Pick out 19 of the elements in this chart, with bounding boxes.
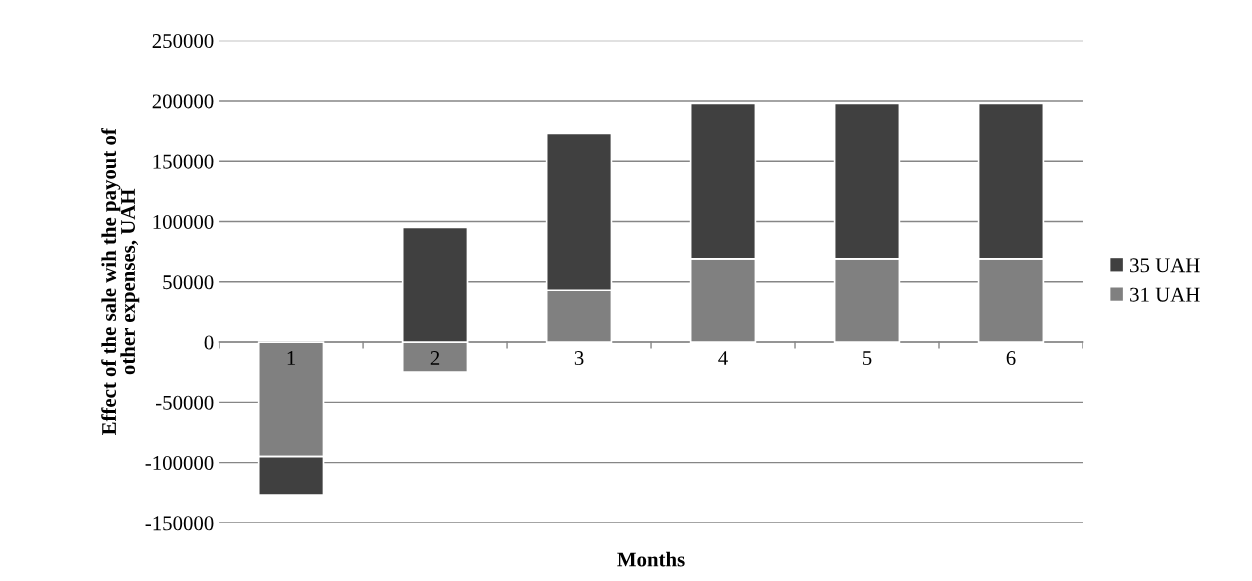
x-tick-label: 5	[863, 351, 872, 366]
y-tick-label: -50000	[155, 395, 214, 410]
y-tick-label: 200000	[152, 94, 214, 109]
y-tick-label: 150000	[153, 154, 214, 169]
legend-label: 31 UAH	[1130, 287, 1200, 302]
x-tick-label: 3	[574, 351, 584, 366]
x-tick-label: 1	[287, 351, 296, 365]
y-axis-title: Effect of the sale wih the payout of other expenses, UAH	[101, 127, 140, 436]
x-tick-label: 6	[1006, 351, 1016, 366]
x-tick-label: 4	[718, 351, 728, 365]
y-tick-label: 250000	[152, 34, 214, 49]
y-tick-label: -150000	[145, 516, 214, 531]
y-tick-label: 0	[204, 335, 214, 350]
y-tick-label: 50000	[163, 275, 214, 290]
y-tick-label: 100000	[153, 214, 214, 229]
legend-label: 35 UAH	[1130, 258, 1200, 273]
x-axis-title: Months	[617, 551, 685, 567]
y-tick-label: -100000	[145, 456, 214, 471]
x-tick-label: 2	[430, 351, 440, 365]
